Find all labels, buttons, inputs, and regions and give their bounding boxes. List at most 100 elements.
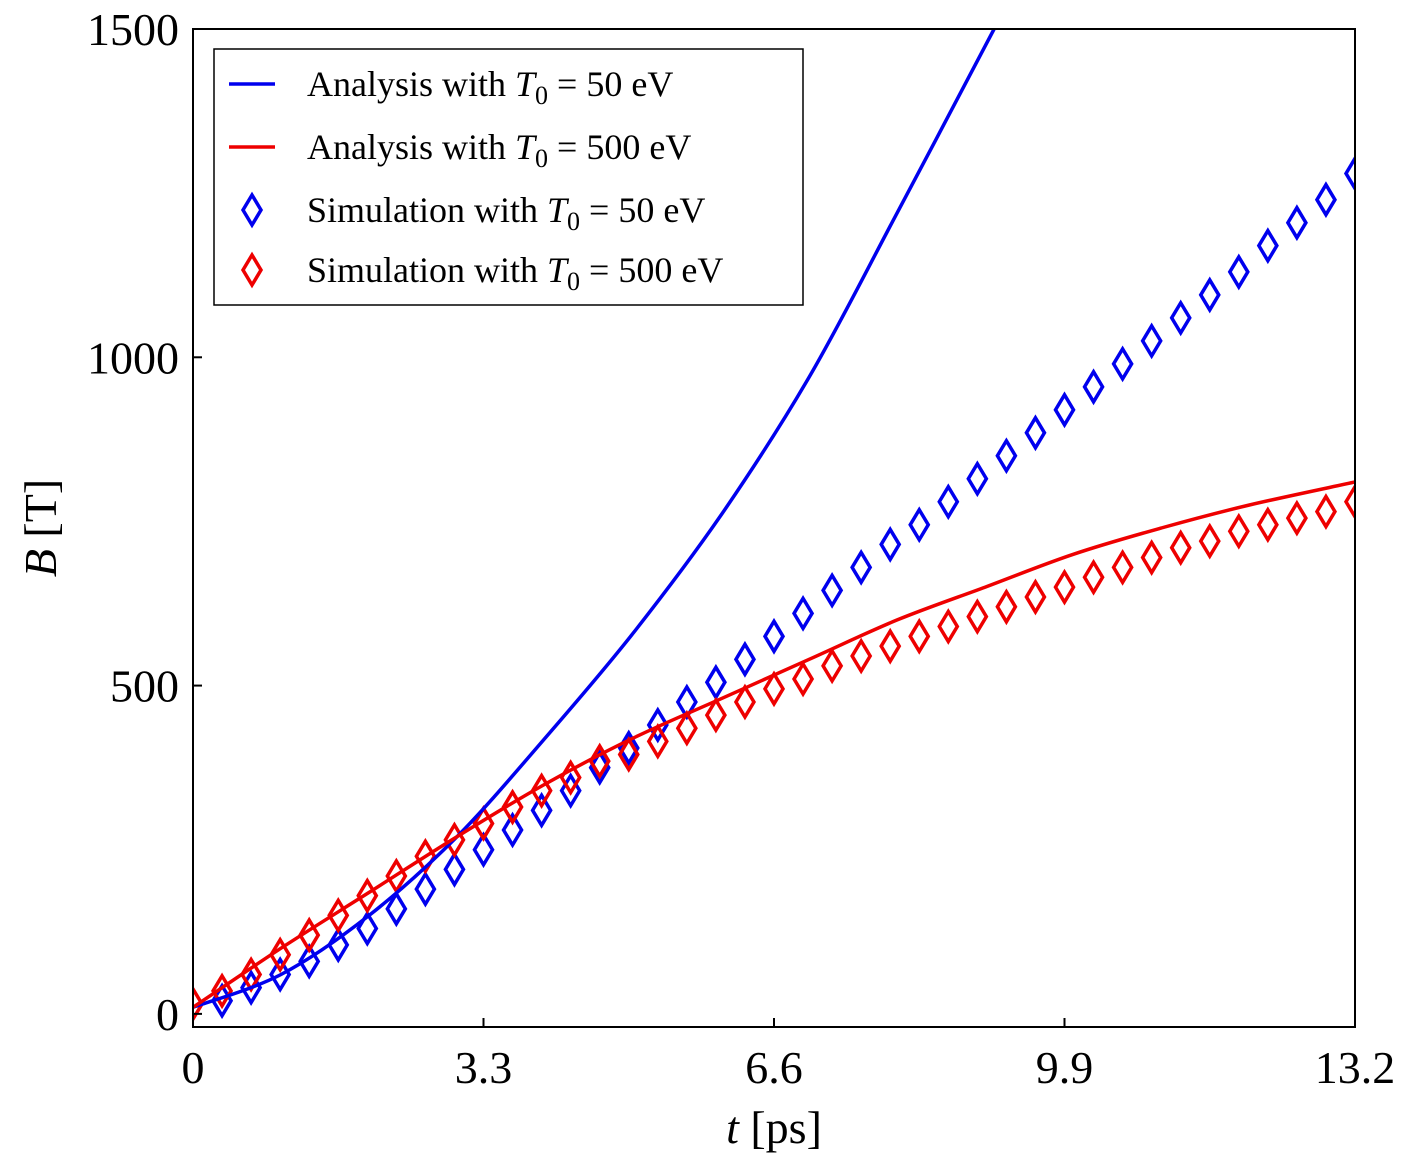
legend-text-sub: 0 (567, 207, 580, 236)
legend-entry-label: Simulation with T0 = 50 eV (307, 190, 705, 236)
legend-text-var: T (515, 64, 538, 104)
data-point (1140, 322, 1163, 360)
data-point (704, 663, 727, 701)
data-point (995, 588, 1018, 626)
data-point (995, 437, 1018, 475)
data-point (675, 709, 698, 747)
ticks-layer (192, 28, 1356, 1027)
legend-text-var: T (547, 250, 570, 290)
data-point (269, 956, 292, 993)
data-point (1082, 558, 1105, 596)
legend-marker-swatch (240, 191, 264, 229)
y-tick-label: 1500 (87, 4, 179, 55)
x-axis-label-unit: [ps] (739, 1102, 822, 1153)
legend-text-sub: 0 (535, 81, 548, 110)
data-point (966, 598, 989, 636)
y-tick-label: 0 (156, 989, 179, 1040)
data-point (501, 788, 524, 826)
data-point (1024, 578, 1047, 616)
legend-text-suffix: = 50 eV (548, 64, 673, 104)
data-point (1082, 368, 1105, 406)
x-tick-label: 6.6 (745, 1042, 803, 1093)
data-point (966, 460, 989, 498)
data-point (850, 548, 873, 586)
legend-text-prefix: Analysis with (307, 127, 515, 167)
data-point (908, 506, 931, 544)
y-tick-label: 1000 (87, 332, 179, 383)
x-tick-label: 9.9 (1036, 1042, 1094, 1093)
series-line (193, 29, 996, 1010)
y-tick-label: 500 (110, 661, 179, 712)
legend-text-sub: 0 (567, 267, 580, 296)
data-point (443, 851, 466, 888)
legend-text-sub: 0 (535, 144, 548, 173)
data-point (1169, 529, 1192, 567)
y-axis-label: B [T] (15, 479, 66, 577)
data-point (646, 722, 669, 760)
data-point (821, 571, 844, 609)
data-point (937, 608, 960, 645)
data-point (762, 670, 786, 708)
data-point (1053, 568, 1076, 606)
tick-labels-layer: 0 3.3 6.6 9.9 13.2 0 500 1000 1500 (87, 4, 1395, 1093)
data-point (1256, 506, 1279, 544)
legend-entry-label: Analysis with T0 = 500 eV (307, 127, 691, 173)
data-point (269, 936, 292, 974)
data-point (193, 985, 205, 1023)
data-point (1053, 391, 1076, 429)
y-axis-label-unit: [T] (15, 479, 66, 549)
data-point (792, 660, 815, 698)
data-point (675, 683, 698, 721)
data-point (617, 736, 640, 773)
series-line (193, 480, 1355, 1010)
x-tick-label: 0 (182, 1042, 205, 1093)
data-point (414, 870, 437, 908)
data-point (385, 890, 408, 928)
series-layer (193, 29, 1355, 1023)
data-point (472, 831, 495, 869)
data-point (1111, 548, 1134, 586)
data-point (327, 896, 350, 934)
x-tick-label: 13.2 (1315, 1042, 1396, 1093)
data-point (240, 956, 263, 993)
legend-text-suffix: = 50 eV (580, 190, 705, 230)
legend-entry-label: Analysis with T0 = 50 eV (307, 64, 673, 110)
data-point (1285, 204, 1308, 242)
data-point (1198, 276, 1221, 314)
legend-entry-label: Simulation with T0 = 500 eV (307, 250, 723, 296)
data-point (733, 683, 756, 721)
data-point (211, 972, 234, 1010)
data-point (646, 706, 669, 744)
legend-marker-swatch (240, 251, 264, 289)
legend-text-var: T (515, 127, 538, 167)
x-tick-label: 3.3 (455, 1042, 513, 1093)
data-point (704, 696, 727, 734)
data-point (298, 916, 321, 954)
x-axis-label-var: t (726, 1102, 740, 1153)
data-point (327, 926, 350, 964)
data-point (1198, 522, 1221, 560)
data-point (1314, 181, 1337, 219)
y-axis-label-var: B (15, 549, 66, 577)
data-point (1111, 345, 1134, 383)
data-point (879, 526, 902, 563)
legend-text-suffix: = 500 eV (580, 250, 723, 290)
data-point (908, 617, 931, 655)
legend-box (213, 48, 804, 306)
data-point (1343, 155, 1355, 192)
data-point (501, 811, 524, 849)
data-point (792, 594, 815, 632)
data-point (1140, 539, 1163, 576)
data-point (1314, 493, 1337, 530)
data-point (588, 749, 611, 787)
legend-text-suffix: = 500 eV (548, 127, 691, 167)
data-point (1343, 483, 1355, 521)
legend-text-prefix: Analysis with (307, 64, 515, 104)
data-point (821, 647, 844, 685)
data-point (1169, 299, 1192, 337)
x-axis-label: t [ps] (726, 1102, 822, 1153)
data-point (879, 627, 902, 665)
data-point (530, 772, 553, 810)
legend-text-var: T (547, 190, 570, 230)
